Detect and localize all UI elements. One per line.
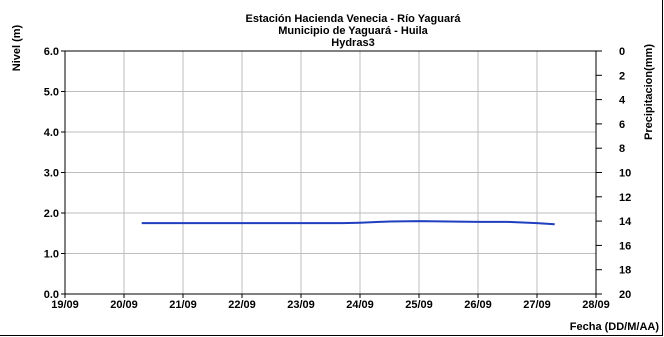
grid [65, 51, 596, 294]
y2-tick-label: 0 [619, 46, 625, 58]
y-axis-right: 0 2 4 6 8 10 12 14 16 18 20 [596, 46, 632, 301]
x-tick-label: 25/09 [405, 299, 433, 311]
y-axis-left: 0.0 1.0 2.0 3.0 4.0 5.0 6.0 [44, 46, 65, 301]
y-tick-label: 2.0 [44, 208, 59, 220]
chart-title: Estación Hacienda Venecia - Río Yaguará [246, 13, 462, 25]
y2-tick-label: 8 [619, 143, 625, 155]
y2-tick-label: 14 [619, 216, 632, 228]
x-tick-label: 28/09 [582, 299, 610, 311]
chart-subtitle-2: Hydras3 [331, 37, 374, 49]
y-tick-label: 1.0 [44, 249, 59, 261]
y2-axis-label: Precipitacion(mm) [643, 44, 655, 140]
y-tick-label: 0.0 [44, 289, 59, 301]
x-tick-label: 27/09 [523, 299, 551, 311]
y-tick-label: 3.0 [44, 168, 59, 180]
y2-tick-label: 6 [619, 119, 625, 131]
x-tick-label: 21/09 [169, 299, 197, 311]
x-tick-label: 26/09 [464, 299, 492, 311]
series-layer [141, 220, 555, 226]
y2-tick-label: 10 [619, 168, 631, 180]
x-axis-label: Fecha (DD/M/AA) [570, 321, 660, 333]
x-tick-label: 19/09 [51, 299, 79, 311]
y2-tick-label: 12 [619, 192, 631, 204]
y2-tick-label: 2 [619, 70, 625, 82]
y2-tick-label: 18 [619, 265, 631, 277]
x-tick-label: 20/09 [110, 299, 138, 311]
y-tick-label: 4.0 [44, 127, 59, 139]
x-tick-label: 24/09 [346, 299, 374, 311]
series-line [141, 220, 555, 226]
y2-tick-label: 16 [619, 240, 631, 252]
x-tick-label: 22/09 [228, 299, 256, 311]
y-tick-label: 6.0 [44, 46, 59, 58]
y2-tick-label: 20 [619, 289, 631, 301]
y2-tick-label: 4 [619, 95, 626, 107]
x-tick-label: 23/09 [287, 299, 315, 311]
chart-subtitle: Municipio de Yaguará - Huila [278, 25, 428, 37]
y-axis-label: Nivel (m) [11, 24, 23, 71]
y-tick-label: 5.0 [44, 87, 59, 99]
x-axis: 19/09 20/09 21/09 22/09 23/09 24/09 25/09 26/09… [51, 294, 610, 311]
